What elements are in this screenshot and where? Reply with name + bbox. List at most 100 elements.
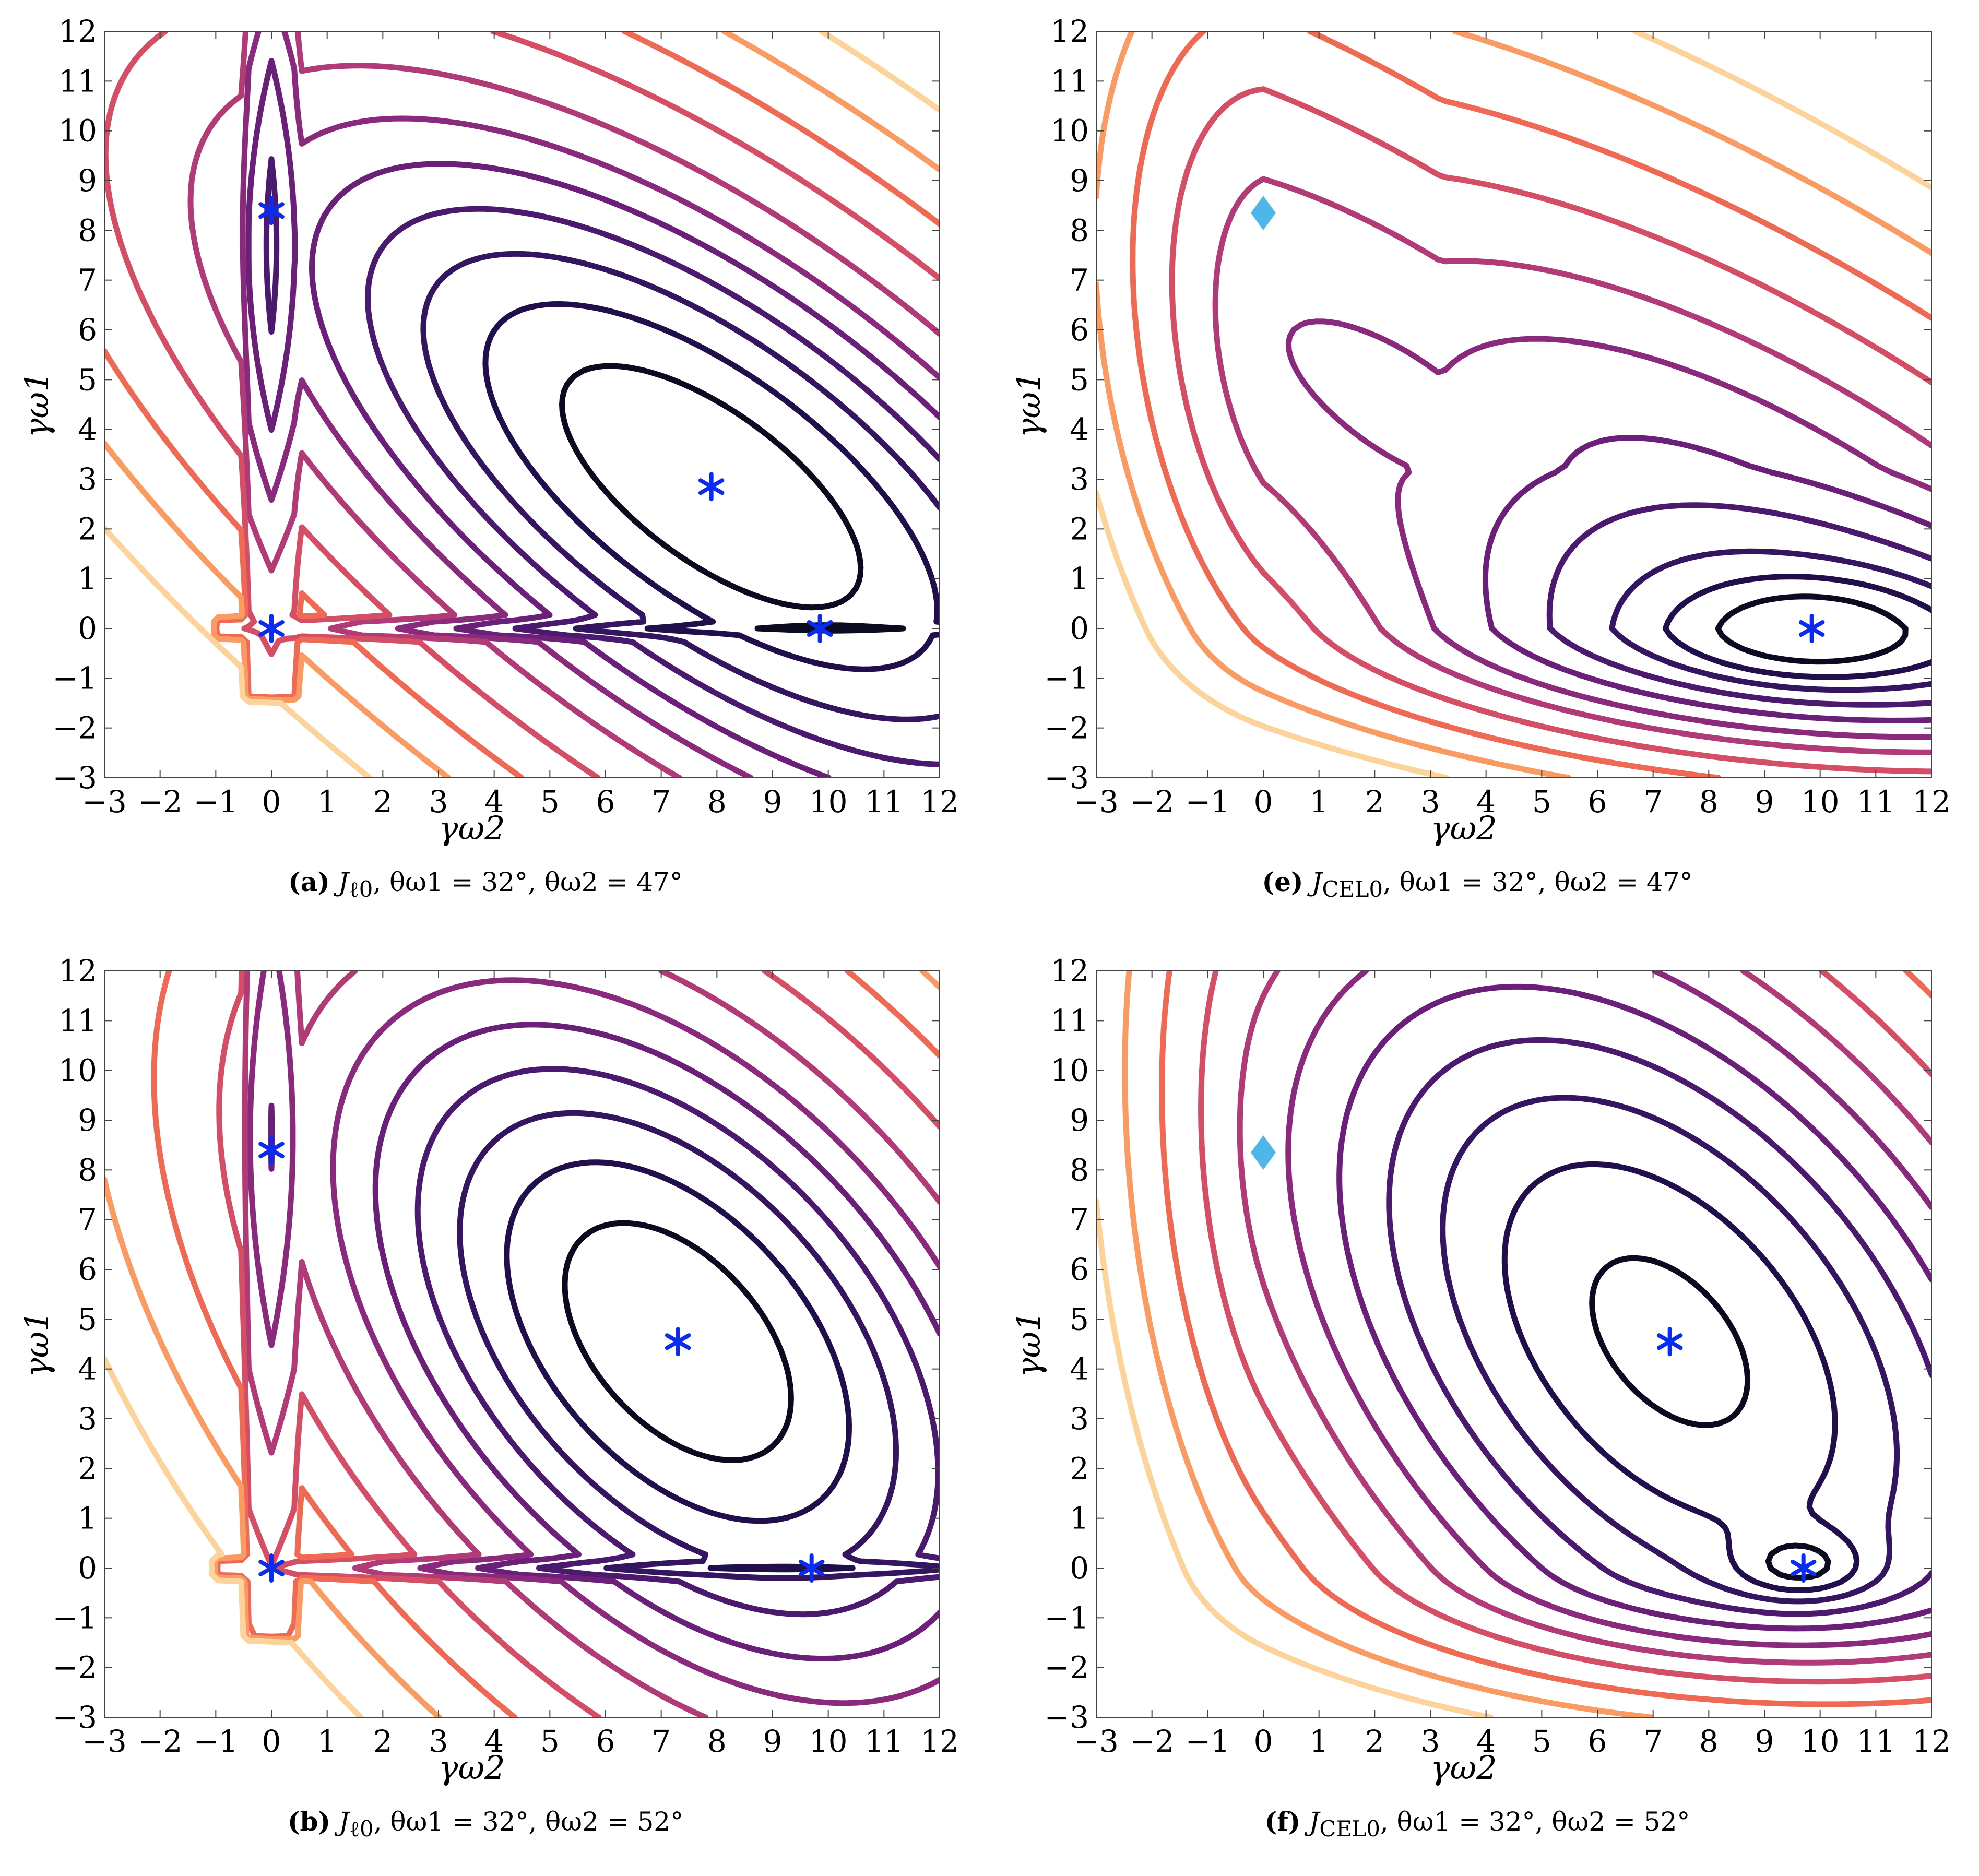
y-tick-label: 2 [78,1451,97,1486]
x-tick-label: 3 [1421,784,1440,820]
y-tick-label: −1 [1045,1600,1089,1635]
contour-level-6 [1237,971,1931,1666]
x-tick-label: −1 [1186,784,1230,820]
contour-level-3 [263,156,940,767]
x-tick-label: 11 [1856,1724,1895,1759]
x-tick-label: 1 [317,784,337,820]
contour-level-5 [247,971,940,1706]
caption-tag: (a) [288,866,330,897]
contour-plot-b: −3 −2 −1 0 1 2 3 4 5 6 7 8 9 10 11 12−3−2−1012345678910… [18,953,959,1787]
y-tick-label: 4 [1070,412,1089,447]
contour-level-2 [1440,1095,1900,1605]
x-tick-label: 8 [1699,784,1719,820]
y-tick-label: 1 [78,1501,97,1536]
contour-plot-f: −3 −2 −1 0 1 2 3 4 5 6 7 8 9 10 11 12−3−2−1012345678910… [1010,953,1951,1787]
y-tick-label: 3 [78,461,97,497]
y-tick-label: 7 [1070,263,1089,298]
y-tick-label: 6 [78,312,97,348]
y-tick-label: 11 [58,63,97,99]
x-tick-label: 8 [707,1724,727,1759]
x-tick-label: 0 [262,1724,281,1759]
caption-tag: (f) [1264,1806,1301,1837]
diamond-marker-icon [1251,195,1276,230]
y-tick-label: 7 [78,1202,97,1238]
contour-level-3 [414,1066,940,1618]
y-tick-label: −1 [53,660,98,696]
minimizer-asterisk-icon [1798,614,1825,643]
caption-rest: , θω1 = 32°, θω2 = 52° [1380,1807,1690,1837]
y-axis-label: γω1 [18,371,56,437]
y-tick-label: 10 [58,113,97,149]
contour-plot-a: −3 −2 −1 0 1 2 3 4 5 6 7 8 9 10 11 12−3−2−1012345678910… [18,14,959,847]
contour-level-8 [104,31,940,778]
y-tick-label: 9 [78,163,97,198]
x-tick-label: 1 [1309,1724,1329,1759]
contour-level-2 [457,1110,940,1581]
caption-func-sub: ℓ0 [349,1816,374,1842]
y-tick-label: 1 [1070,561,1089,597]
contour-level-4 [1482,435,1931,723]
plot-frame [104,31,940,778]
x-tick-label: 7 [651,1724,671,1759]
contour-level-6 [242,971,940,1717]
x-tick-label: 10 [809,784,848,820]
contour-level-6 [1212,176,1931,755]
contour-level-7 [1169,86,1931,775]
y-tick-label: 0 [1070,1550,1089,1586]
contour-lines [104,971,940,1717]
x-tick-label: 2 [373,784,393,820]
contour-level-10 [104,1356,364,1717]
y-tick-label: 0 [1070,611,1089,646]
x-tick-label: 8 [707,784,727,820]
y-tick-label: 10 [58,1053,97,1088]
y-tick-label: 8 [78,1152,97,1188]
contour-level-5 [1285,318,1931,740]
contour-level-6 [187,31,940,778]
y-tick-label: −3 [53,760,98,795]
y-axis-label: γω1 [1010,371,1048,437]
x-tick-label: 0 [1254,1724,1273,1759]
x-tick-label: 0 [262,784,281,820]
minimizer-asterisk-icon [1790,1553,1817,1583]
x-tick-label: −3 [1074,784,1119,820]
x-tick-label: 2 [373,1724,393,1759]
x-tick-label: 8 [1699,1724,1719,1759]
x-tick-label: 3 [1421,1724,1440,1759]
contour-level-0 [559,363,906,634]
y-tick-label: 4 [78,412,97,447]
contour-level-0 [562,1220,794,1463]
y-tick-label: −1 [53,1600,98,1635]
y-tick-label: −3 [53,1700,98,1735]
panel-a: −3 −2 −1 0 1 2 3 4 5 6 7 8 9 10 11 12 −3 −2 −1 0 1 2 3 4 5 6 7 8 9 10… [0,0,971,929]
x-tick-label: 7 [651,784,671,820]
caption-func: J [1309,1807,1320,1837]
y-tick-label: 7 [78,263,97,298]
plot-frame [1096,31,1932,778]
contour-level-9 [1122,971,1654,1717]
minimizer-asterisk-icon [798,1553,825,1583]
x-tick-label: 10 [1801,784,1840,820]
minimizer-asterisk-icon [258,1553,285,1583]
contour-level-1 [1662,574,1931,680]
contour-level-2 [1609,548,1931,693]
contour-level-9 [1096,31,1931,778]
y-tick-label: 11 [1050,1003,1089,1038]
y-tick-label: 9 [78,1102,97,1138]
y-tick-label: −2 [53,1650,98,1685]
contour-plot-e: −3 −2 −1 0 1 2 3 4 5 6 7 8 9 10 11 12−3−2−1012345678910… [1010,14,1951,847]
minimizer-asterisk-icon [807,614,833,643]
minimizer-asterisk-icon [258,614,285,643]
x-tick-label: 1 [1309,784,1329,820]
caption-func-sub: CEL0 [1322,876,1383,902]
y-tick-label: 10 [1050,1053,1089,1088]
x-tick-label: 2 [1365,784,1384,820]
contour-level-2 [420,251,940,722]
x-tick-label: 12 [920,784,959,820]
contour-level-4 [245,58,940,778]
x-tick-label: 4 [484,1724,504,1759]
y-tick-label: 7 [1070,1202,1089,1238]
x-axis-label: γω2 [439,809,505,847]
contour-level-8 [1130,31,1931,778]
contour-lines [1096,31,1931,778]
y-tick-label: 11 [58,1003,97,1038]
